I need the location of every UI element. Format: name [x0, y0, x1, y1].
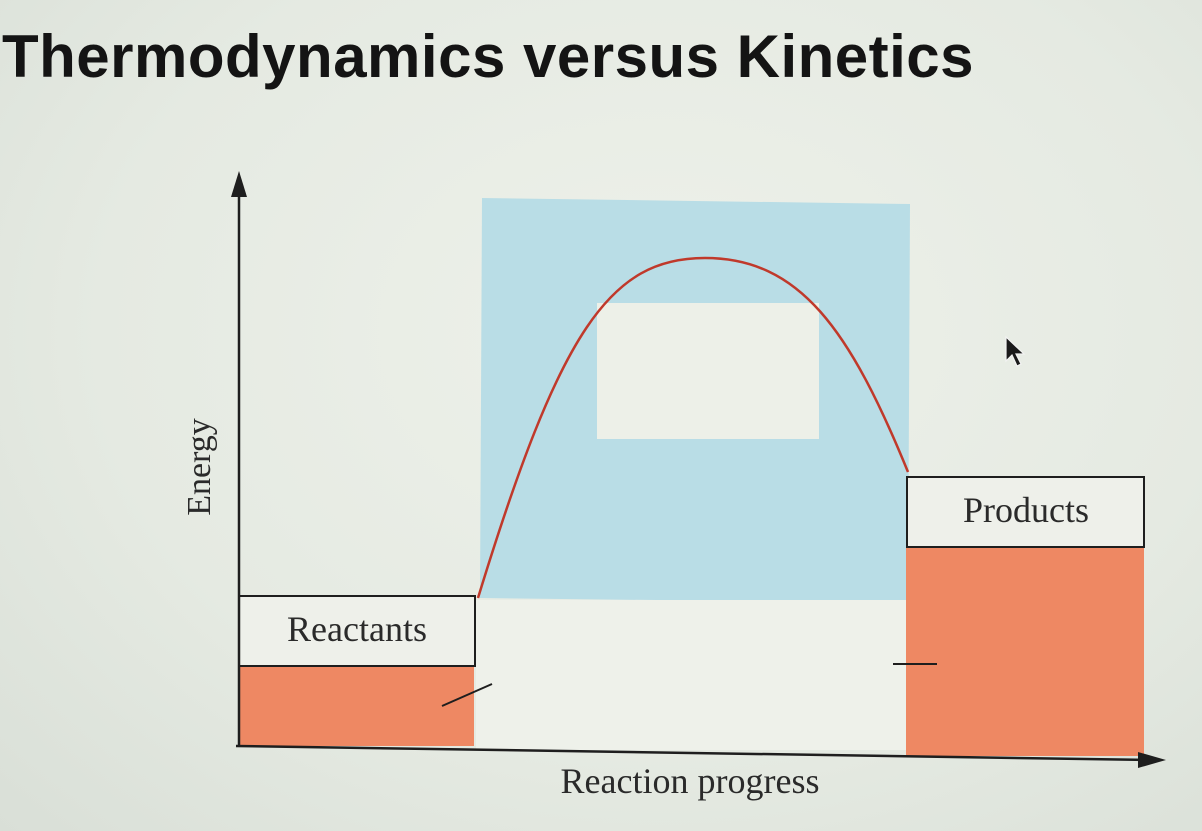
y-axis-arrowhead — [231, 171, 247, 197]
reactants-box — [238, 595, 476, 667]
x-axis-arrowhead — [1138, 752, 1166, 768]
reactants-label: Reactants — [287, 609, 427, 649]
products-energy-fill — [906, 546, 1144, 756]
y-axis-label: Energy — [181, 418, 218, 516]
blank-enthalpy-label-box — [476, 600, 906, 750]
products-box — [906, 476, 1145, 548]
mouse-cursor-icon — [1005, 335, 1026, 367]
products-label: Products — [963, 490, 1089, 530]
reactants-energy-fill — [238, 664, 474, 746]
reactants-tick-line — [441, 683, 493, 707]
reaction-energy-curve — [476, 256, 910, 599]
slide-title: Thermodynamics versus Kinetics — [2, 23, 975, 90]
blank-activation-label-box — [597, 303, 819, 439]
x-axis — [235, 744, 1151, 762]
x-axis-label: Reaction progress — [561, 761, 820, 801]
